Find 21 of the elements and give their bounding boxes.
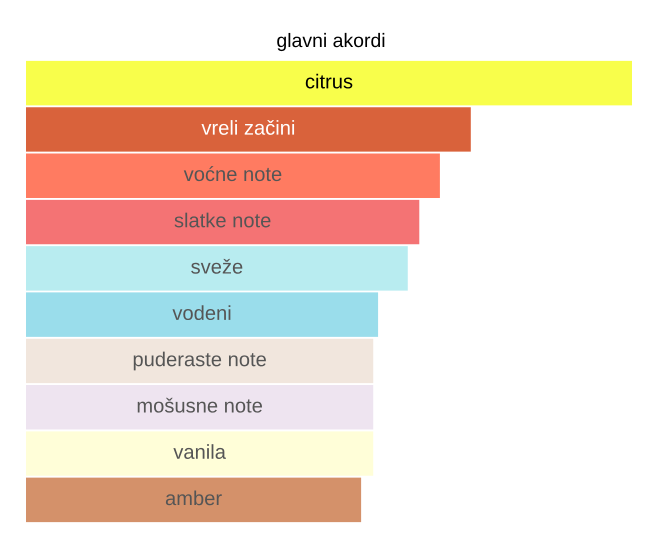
- y-tick-label: vreli začini: [201, 120, 294, 135]
- y-tick-label: mošusne note: [138, 398, 262, 413]
- y-tick-label: amber: [166, 490, 222, 506]
- y-tick-label: sveže: [191, 258, 242, 274]
- bar: [26, 246, 408, 291]
- y-tick-label: vanila: [173, 444, 226, 459]
- bar: [26, 385, 374, 430]
- bar: [26, 338, 374, 384]
- chart-title: glavni akordi: [277, 32, 384, 52]
- y-tick-label: slatke note: [174, 212, 270, 228]
- bar: [26, 478, 362, 522]
- y-tick-label: citrus: [306, 74, 352, 89]
- bar: [26, 200, 420, 244]
- bar: [26, 292, 378, 337]
- y-tick-label: vodeni: [172, 305, 230, 320]
- y-tick-label: voćne note: [184, 166, 282, 182]
- y-tick-label: puderaste note: [134, 352, 266, 370]
- bar: [26, 431, 374, 476]
- bar: [26, 154, 440, 198]
- bar: [26, 60, 632, 106]
- bar: [26, 107, 471, 152]
